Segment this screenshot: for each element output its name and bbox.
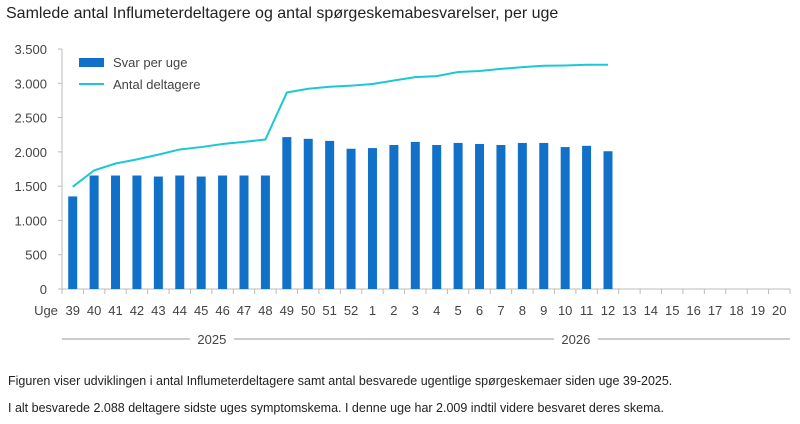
x-tick-label: 15 [665, 303, 679, 318]
bar-39 [68, 196, 78, 289]
x-tick-label: 43 [151, 303, 165, 318]
bar-49 [282, 137, 292, 289]
x-axis-label: Uge [34, 303, 58, 318]
year-label: 2025 [197, 332, 226, 347]
x-tick-label: 52 [344, 303, 358, 318]
bar-4 [432, 145, 442, 289]
x-tick-label: 11 [580, 303, 594, 318]
x-tick-label: 51 [322, 303, 336, 318]
caption-line-1: Figuren viser udviklingen i antal Influm… [8, 374, 673, 388]
bar-44 [175, 175, 185, 289]
y-tick-label: 2.500 [14, 111, 47, 126]
x-tick-label: 19 [751, 303, 765, 318]
bar-2 [389, 145, 399, 289]
bar-6 [475, 143, 485, 289]
x-tick-label: 16 [686, 303, 700, 318]
x-tick-label: 39 [65, 303, 79, 318]
x-tick-label: 7 [497, 303, 504, 318]
x-tick-label: 3 [412, 303, 419, 318]
bar-11 [582, 145, 592, 289]
x-tick-label: 10 [558, 303, 572, 318]
bar-46 [218, 175, 228, 289]
x-tick-label: 2 [390, 303, 397, 318]
x-tick-label: 6 [476, 303, 483, 318]
bar-45 [196, 176, 206, 289]
legend-label: Svar per uge [113, 55, 187, 70]
x-tick-label: 14 [644, 303, 658, 318]
y-tick-label: 1.500 [14, 179, 47, 194]
y-tick-label: 2.000 [14, 145, 47, 160]
y-tick-label: 0 [40, 282, 47, 297]
legend-label: Antal deltagere [113, 77, 200, 92]
x-tick-label: 45 [194, 303, 208, 318]
x-tick-label: 50 [301, 303, 315, 318]
x-tick-label: 5 [455, 303, 462, 318]
bar-5 [453, 142, 463, 289]
x-tick-label: 42 [130, 303, 144, 318]
line-antal-deltagere [72, 63, 608, 188]
x-tick-label: 13 [622, 303, 636, 318]
x-tick-label: 48 [258, 303, 272, 318]
x-tick-label: 41 [108, 303, 122, 318]
x-tick-label: 46 [215, 303, 229, 318]
bar-52 [346, 148, 356, 289]
x-tick-label: 12 [601, 303, 615, 318]
x-tick-label: 8 [519, 303, 526, 318]
legend-swatch-bar [79, 58, 104, 67]
year-label: 2026 [561, 332, 590, 347]
y-tick-label: 1.000 [14, 213, 47, 228]
x-tick-label: 17 [708, 303, 722, 318]
x-tick-label: 40 [87, 303, 101, 318]
bar-48 [260, 175, 270, 289]
x-tick-label: 44 [173, 303, 187, 318]
bar-42 [132, 175, 142, 289]
bar-7 [496, 145, 506, 289]
bar-10 [560, 147, 570, 289]
y-tick-label: 3.000 [14, 76, 47, 91]
bar-1 [367, 148, 377, 289]
y-tick-label: 500 [25, 248, 47, 263]
bar-41 [111, 175, 121, 289]
bar-3 [410, 141, 420, 289]
bar-50 [303, 138, 313, 289]
bar-8 [517, 142, 527, 289]
bar-47 [239, 175, 249, 289]
x-tick-label: 20 [772, 303, 786, 318]
x-tick-label: 9 [540, 303, 547, 318]
x-tick-label: 49 [280, 303, 294, 318]
bar-9 [539, 142, 549, 289]
x-tick-label: 47 [237, 303, 251, 318]
x-tick-label: 1 [369, 303, 376, 318]
y-tick-label: 3.500 [14, 42, 47, 57]
chart-title: Samlede antal Influmeterdeltagere og ant… [6, 5, 559, 22]
bar-43 [153, 176, 163, 289]
bar-12 [603, 151, 613, 289]
caption-line-2: I alt besvarede 2.088 deltagere sidste u… [8, 401, 664, 415]
bar-40 [89, 175, 99, 289]
x-tick-label: 18 [729, 303, 743, 318]
bar-51 [325, 140, 335, 289]
x-tick-label: 4 [433, 303, 440, 318]
